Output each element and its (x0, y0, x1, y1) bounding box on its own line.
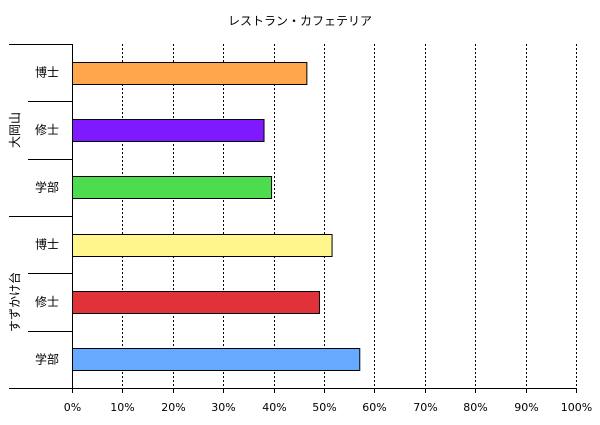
group-label: すずかけ台 (7, 272, 22, 332)
x-axis-ticks: 0% 10% 20% 30% 40% 50% 60% 70% 80% 90% 100% (64, 388, 592, 414)
gridlines (122, 44, 577, 388)
x-tick-label: 60% (362, 401, 386, 414)
category-label: 学部 (35, 179, 59, 194)
x-tick-label: 30% (211, 401, 235, 414)
bar (72, 234, 333, 257)
chart-title: レストラン・カフェテリア (228, 14, 372, 28)
x-tick-label: 50% (312, 401, 336, 414)
x-tick-label: 70% (413, 401, 437, 414)
category-label: 博士 (35, 237, 59, 252)
x-tick-label: 100% (561, 401, 592, 414)
x-tick-label: 90% (514, 401, 538, 414)
category-separators (9, 44, 72, 332)
group-label: 大岡山 (8, 112, 22, 148)
x-tick-label: 40% (262, 401, 286, 414)
bar (72, 119, 265, 142)
category-label: 修士 (35, 122, 59, 137)
category-label: 博士 (35, 65, 59, 80)
bar (72, 62, 308, 85)
x-tick-label: 10% (110, 401, 134, 414)
bar (72, 291, 320, 314)
x-tick-label: 0% (64, 401, 81, 414)
x-tick-label: 20% (161, 401, 185, 414)
category-label: 修士 (35, 294, 59, 309)
bar (72, 176, 273, 199)
category-label: 学部 (35, 351, 59, 366)
x-tick-label: 80% (463, 401, 487, 414)
bars (72, 62, 361, 371)
bar (72, 348, 361, 371)
